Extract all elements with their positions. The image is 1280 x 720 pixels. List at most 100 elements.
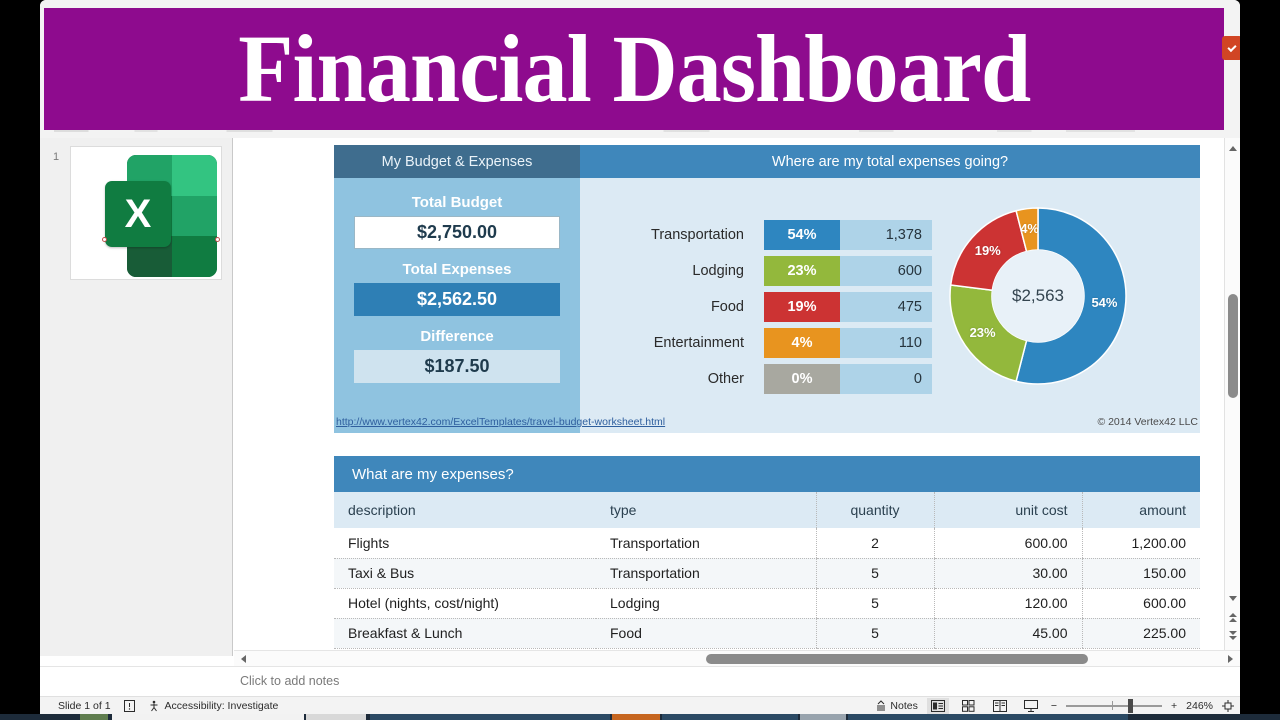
breakdown-percent-cell: 4% — [764, 328, 840, 358]
zoom-out-button[interactable]: − — [1050, 699, 1057, 712]
taskbar-item-1[interactable] — [80, 714, 108, 720]
windows-taskbar — [0, 714, 1280, 720]
accessibility-icon[interactable] — [148, 700, 160, 712]
difference-value: $187.50 — [354, 350, 560, 383]
breakdown-percent-cell: 19% — [764, 292, 840, 322]
vertical-scroll-thumb[interactable] — [1228, 294, 1238, 398]
donut-center-total: $2,563 — [1012, 286, 1064, 305]
scroll-up-button[interactable] — [1225, 140, 1240, 156]
normal-view-button[interactable] — [926, 697, 949, 714]
breakdown-percent-cell: 23% — [764, 256, 840, 286]
total-expenses-value: $2,562.50 — [354, 283, 560, 316]
expenses-table-head-row: description type quantity unit cost amount — [334, 492, 1200, 528]
slide-vertical-scrollbar[interactable] — [1224, 138, 1240, 656]
taskbar-item-6[interactable] — [662, 714, 798, 720]
total-expenses-label: Total Expenses — [402, 261, 512, 278]
reading-view-button[interactable] — [989, 698, 1011, 714]
table-cell: 225.00 — [1081, 618, 1200, 649]
total-budget-label: Total Budget — [411, 194, 503, 211]
budget-panel-header-label: My Budget & Expenses — [381, 153, 533, 170]
spell-check-icon[interactable] — [123, 699, 135, 712]
breakdown-value-cell: 475 — [840, 292, 932, 322]
table-cell: 1,200.00 — [1081, 528, 1200, 559]
breakdown-category-label: Food — [710, 299, 744, 315]
template-source-link[interactable]: http://www.vertex42.com/ExcelTemplates/t… — [336, 416, 666, 428]
slide-horizontal-scrollbar[interactable] — [234, 650, 1240, 666]
slide-thumbnail-1[interactable]: X — [70, 146, 222, 280]
taskbar-item-8[interactable] — [848, 714, 1128, 720]
horizontal-scroll-thumb[interactable] — [706, 654, 1088, 664]
expenses-panel-header: Where are my total expenses going? — [580, 145, 1200, 178]
breakdown-value-cell: 1,378 — [840, 220, 932, 250]
selection-handle-left[interactable] — [102, 237, 107, 242]
taskbar-item-2[interactable] — [112, 714, 304, 720]
excel-logo-letter: X — [124, 192, 152, 236]
previous-slide-button[interactable] — [1225, 610, 1240, 626]
expenses-breakdown-panel: Transportation 54% 1,378 Lodging 23% 600 Food 1… — [580, 178, 1200, 433]
notes-button-label[interactable]: Notes — [890, 699, 918, 712]
slide-number-label: 1 — [53, 151, 60, 163]
scroll-left-button[interactable] — [235, 651, 251, 667]
total-budget-value[interactable]: $2,750.00 — [354, 216, 560, 249]
status-bar: Slide 1 of 1 Accessibility: Investigate … — [40, 696, 1240, 714]
scroll-right-button[interactable] — [1222, 651, 1238, 667]
taskbar-item-4[interactable] — [370, 714, 610, 720]
breakdown-value-cell: 600 — [840, 256, 932, 286]
breakdown-row: Transportation 54% 1,378 — [590, 220, 932, 250]
notes-icon[interactable] — [875, 699, 887, 712]
donut-label-entertainment: 4% — [1020, 220, 1039, 236]
excel-x-tile: X — [105, 181, 171, 247]
column-header: amount — [1081, 492, 1200, 528]
budget-panel-header: My Budget & Expenses — [334, 145, 580, 178]
dashboard-top-card: My Budget & Expenses Where are my total … — [334, 145, 1200, 433]
taskbar-item-3[interactable] — [306, 714, 366, 720]
zoom-in-button[interactable]: + — [1171, 699, 1178, 712]
breakdown-category-label: Other — [707, 371, 744, 387]
table-cell: 600.00 — [1081, 588, 1200, 619]
accessibility-status[interactable]: Accessibility: Investigate — [164, 699, 279, 712]
financial-dashboard-banner: Financial Dashboard — [44, 8, 1224, 130]
powerpoint-window: Financial Dashboard 1 X — [40, 0, 1240, 714]
donut-label-food: 19% — [974, 242, 1001, 258]
taskbar-item-7[interactable] — [800, 714, 846, 720]
table-cell: 5 — [815, 618, 934, 649]
slide-indicator[interactable]: Slide 1 of 1 — [58, 699, 111, 712]
collapse-ribbon-button[interactable] — [1222, 36, 1240, 60]
donut-label-transportation: 54% — [1091, 295, 1118, 311]
notes-pane[interactable]: Click to add notes — [40, 666, 1240, 696]
expenses-table-header: What are my expenses? — [334, 456, 1200, 492]
table-cell: 5 — [815, 588, 934, 619]
next-slide-button[interactable] — [1225, 628, 1240, 644]
zoom-slider-handle[interactable] — [1128, 698, 1133, 713]
copyright-label: © 2014 Vertex42 LLC — [1097, 416, 1198, 428]
table-cell: 120.00 — [933, 588, 1082, 619]
breakdown-row: Food 19% 475 — [590, 292, 932, 322]
breakdown-value-cell: 0 — [840, 364, 932, 394]
column-header: quantity — [815, 492, 934, 528]
table-cell: Food — [596, 618, 816, 649]
taskbar-item-5[interactable] — [612, 714, 660, 720]
selection-handle-right[interactable] — [215, 237, 220, 242]
notes-placeholder[interactable]: Click to add notes — [240, 674, 340, 688]
difference-label: Difference — [420, 328, 494, 345]
zoom-level-label[interactable]: 246% — [1186, 699, 1213, 712]
donut-svg — [949, 207, 1127, 385]
fit-to-window-icon[interactable] — [1222, 699, 1234, 712]
scroll-down-button[interactable] — [1225, 590, 1240, 606]
breakdown-percent-cell: 54% — [764, 220, 840, 250]
slide-sorter-view-button[interactable] — [958, 698, 980, 714]
footer-row: http://www.vertex42.com/ExcelTemplates/t… — [334, 416, 1200, 434]
table-row: Breakfast & Lunch Food 5 45.00 225.00 — [334, 618, 1200, 649]
table-cell: Transportation — [596, 528, 816, 559]
zoom-slider[interactable] — [1066, 698, 1162, 713]
donut-label-lodging: 23% — [969, 324, 996, 340]
table-cell: Transportation — [596, 558, 816, 589]
slide-thumbnail-pane: 1 X — [40, 138, 233, 656]
breakdown-value-cell: 110 — [840, 328, 932, 358]
table-row: Flights Transportation 2 600.00 1,200.00 — [334, 528, 1200, 559]
slide-show-button[interactable] — [1020, 698, 1042, 714]
expenses-table-body: Flights Transportation 2 600.00 1,200.00 Taxi… — [334, 528, 1200, 649]
slide-editing-area[interactable]: My Budget & Expenses Where are my total … — [234, 138, 1240, 656]
table-cell: 150.00 — [1081, 558, 1200, 589]
